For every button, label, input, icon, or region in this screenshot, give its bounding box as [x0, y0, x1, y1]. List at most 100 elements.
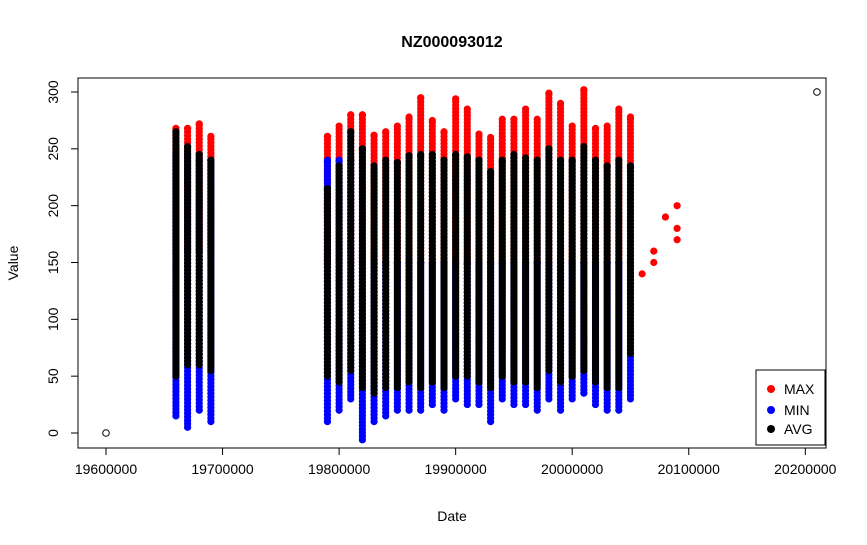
y-tick-label: 150 — [45, 251, 61, 275]
point-avg — [521, 154, 530, 162]
point-max — [347, 111, 355, 119]
point-avg — [545, 145, 553, 153]
point-avg — [510, 150, 518, 159]
point-max — [452, 95, 460, 103]
reference-point — [102, 429, 110, 437]
point-avg — [615, 156, 623, 164]
x-axis: 19600000 19700000 19800000 19900000 20000000… — [75, 447, 837, 477]
x-axis-label: Date — [437, 508, 467, 524]
point-max — [370, 131, 378, 139]
chart-title: NZ000093012 — [401, 34, 503, 51]
point-max — [323, 132, 332, 140]
point-max — [673, 202, 681, 210]
point-avg — [626, 162, 635, 170]
point-max — [556, 99, 565, 107]
point-max — [498, 115, 506, 123]
point-max — [335, 122, 343, 130]
point-max — [650, 258, 658, 267]
point-avg — [580, 142, 588, 151]
point-max — [545, 89, 553, 97]
y-tick-label: 200 — [45, 194, 61, 218]
legend-marker-max — [767, 385, 775, 393]
point-max — [382, 128, 390, 136]
point-max — [428, 116, 436, 125]
y-axis: 0 50 100 150 200 250 300 — [45, 80, 79, 437]
series-min — [172, 150, 635, 444]
point-max — [580, 86, 588, 94]
y-tick-label: 0 — [45, 429, 61, 437]
point-min — [323, 156, 332, 164]
point-avg — [487, 167, 495, 176]
point-avg — [195, 150, 203, 159]
y-axis-label: Value — [5, 245, 21, 280]
point-max — [393, 122, 401, 130]
point-avg — [440, 156, 448, 164]
y-tick-label: 100 — [45, 307, 61, 331]
point-max — [463, 105, 471, 113]
point-max — [358, 111, 367, 119]
point-avg — [172, 128, 180, 136]
point-avg — [358, 145, 367, 153]
point-max — [603, 122, 611, 130]
y-tick-label: 250 — [45, 137, 61, 161]
x-tick-label: 20100000 — [658, 461, 721, 477]
point-max — [533, 115, 541, 123]
point-avg — [475, 156, 483, 164]
legend-label-max: MAX — [784, 381, 815, 397]
point-avg — [556, 156, 565, 164]
reference-point — [813, 88, 821, 96]
point-avg — [417, 150, 425, 159]
point-avg — [323, 185, 332, 193]
point-max — [417, 94, 425, 102]
point-avg — [463, 153, 471, 161]
point-max — [673, 236, 681, 244]
point-avg — [393, 158, 401, 167]
point-avg — [207, 156, 215, 164]
point-avg — [370, 162, 378, 170]
point-avg — [498, 156, 506, 164]
point-avg — [405, 152, 413, 160]
x-tick-label: 19900000 — [425, 461, 488, 477]
y-tick-label: 50 — [45, 368, 61, 384]
point-max — [195, 120, 203, 128]
point-max — [568, 122, 576, 130]
point-avg — [347, 128, 355, 136]
x-tick-label: 19600000 — [75, 461, 138, 477]
point-max — [626, 113, 635, 121]
point-avg — [533, 156, 541, 164]
point-avg — [603, 162, 611, 170]
point-avg — [428, 150, 436, 159]
x-tick-label: 19700000 — [191, 461, 254, 477]
point-max — [591, 124, 600, 132]
point-max — [521, 105, 530, 113]
point-avg — [568, 156, 576, 164]
point-max — [615, 105, 623, 113]
x-tick-label: 19800000 — [308, 461, 371, 477]
legend: MAX MIN AVG — [755, 369, 826, 446]
point-max — [650, 247, 658, 255]
series-avg — [172, 128, 635, 397]
point-max — [673, 224, 681, 232]
point-avg — [591, 156, 600, 164]
point-max — [475, 130, 483, 138]
point-avg — [183, 142, 192, 151]
legend-label-min: MIN — [784, 402, 810, 418]
point-avg — [382, 156, 390, 164]
point-avg — [335, 162, 343, 170]
point-max — [661, 213, 670, 221]
point-max — [510, 115, 518, 123]
point-max — [638, 270, 646, 278]
point-avg — [452, 150, 460, 159]
legend-label-avg: AVG — [784, 421, 813, 437]
x-tick-label: 20000000 — [541, 461, 604, 477]
legend-marker-avg — [767, 425, 775, 433]
legend-marker-min — [767, 406, 775, 414]
point-max — [487, 133, 495, 142]
point-max — [405, 113, 413, 121]
point-max — [183, 124, 192, 132]
point-max — [207, 132, 215, 140]
y-tick-label: 300 — [45, 80, 61, 104]
point-min — [335, 156, 343, 164]
x-tick-label: 20200000 — [774, 461, 837, 477]
